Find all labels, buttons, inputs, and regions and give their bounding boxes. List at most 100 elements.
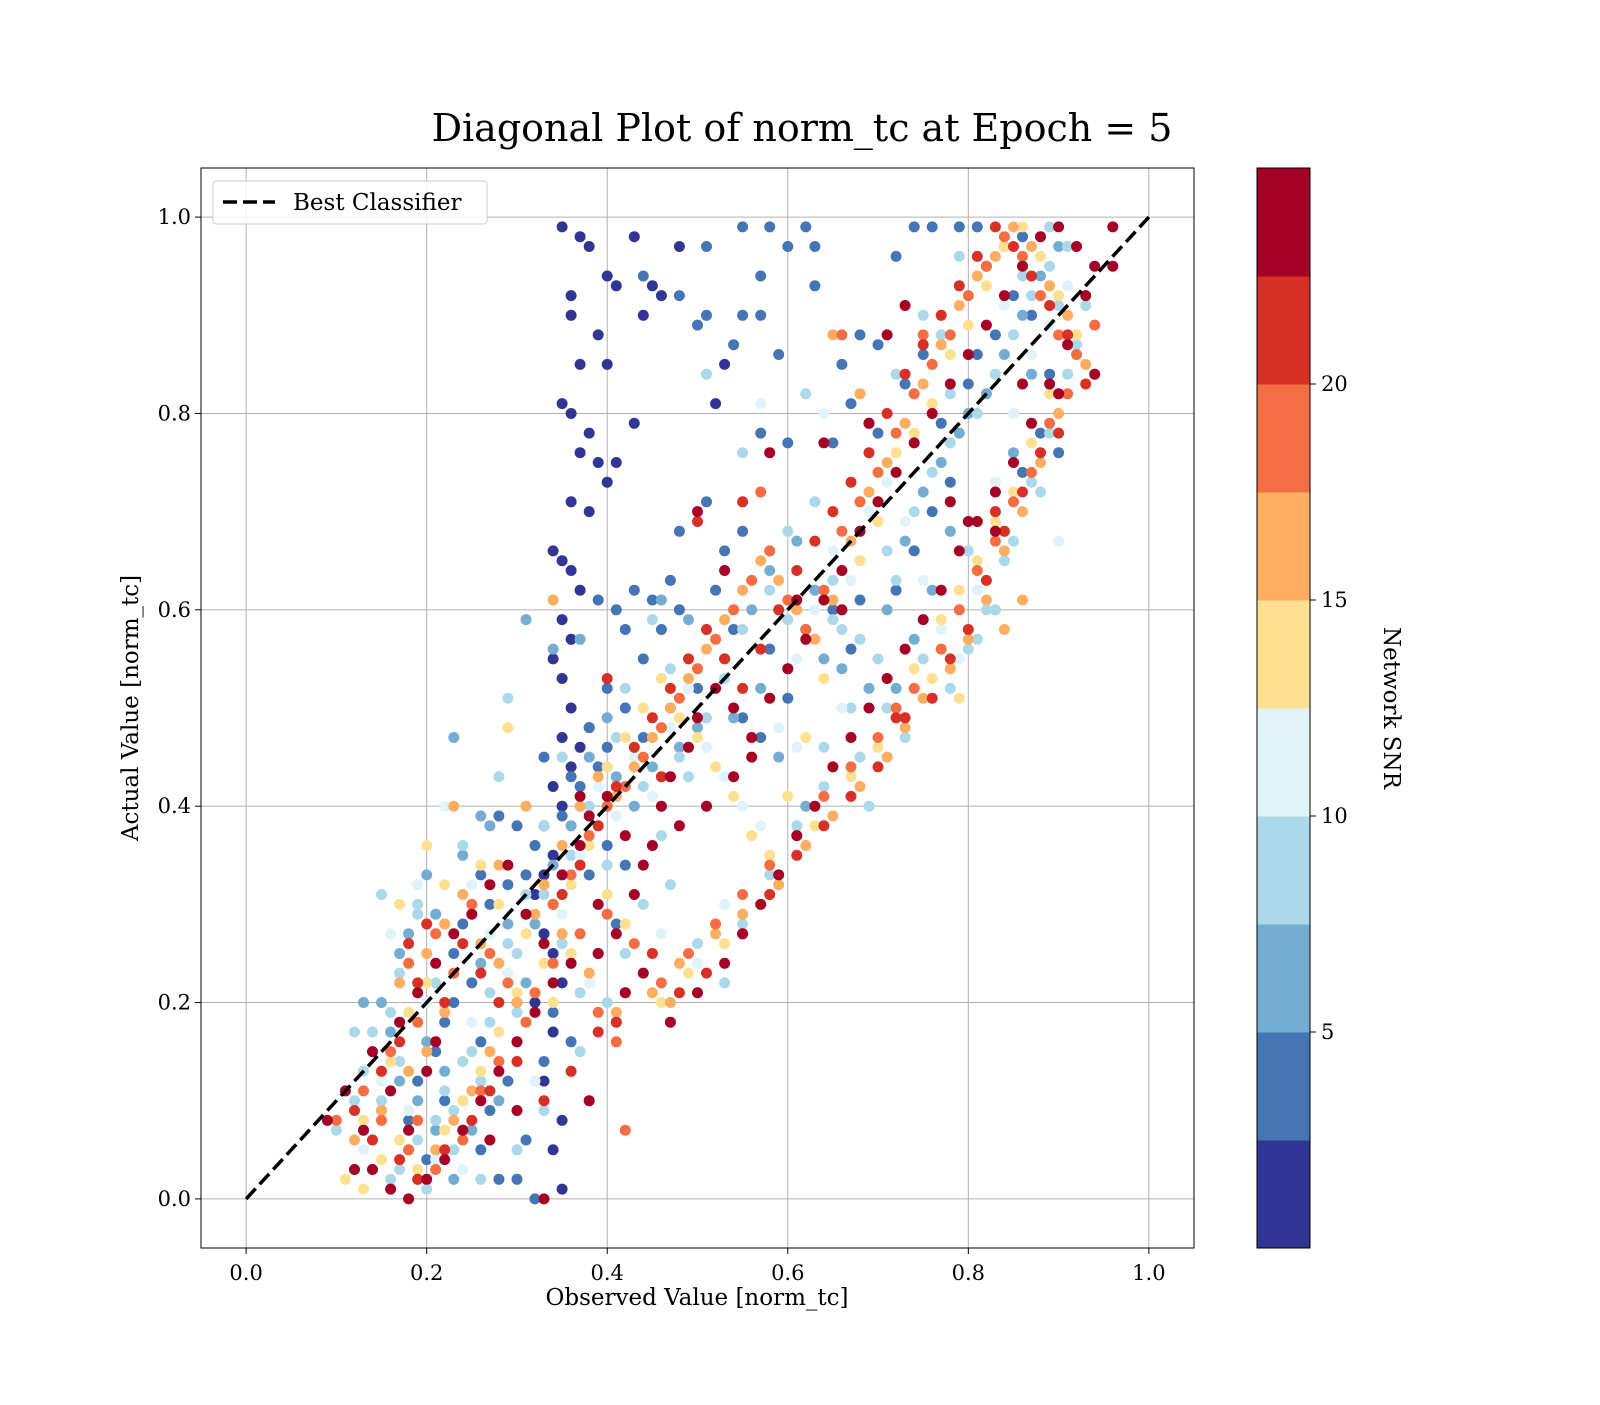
- data-point: [701, 643, 712, 655]
- data-point: [403, 1105, 415, 1116]
- data-point: [764, 849, 776, 861]
- data-point: [637, 309, 649, 321]
- data-point: [664, 997, 676, 1008]
- data-point: [385, 1026, 397, 1038]
- data-point: [962, 319, 974, 331]
- data-point: [872, 496, 884, 508]
- data-point: [655, 928, 667, 940]
- data-point: [574, 790, 586, 802]
- data-point: [953, 692, 965, 704]
- data-point: [971, 516, 983, 527]
- data-point: [944, 476, 956, 488]
- data-point: [971, 221, 983, 233]
- colorbar-tick-label: 10: [1321, 804, 1348, 828]
- data-point: [890, 574, 902, 586]
- data-point: [538, 751, 550, 763]
- data-point: [538, 957, 550, 969]
- data-point: [1062, 309, 1074, 321]
- data-point: [448, 997, 460, 1008]
- data-point: [737, 221, 749, 233]
- data-point: [953, 545, 965, 557]
- data-point: [592, 781, 604, 792]
- data-point: [556, 1183, 568, 1195]
- data-point: [728, 771, 740, 783]
- x-tick-label: 0.4: [591, 1261, 624, 1285]
- data-point: [881, 476, 893, 488]
- data-point: [944, 329, 956, 341]
- data-point: [520, 908, 532, 920]
- data-point: [755, 898, 767, 910]
- data-point: [917, 339, 929, 351]
- data-point: [800, 633, 812, 645]
- data-point: [592, 1026, 604, 1038]
- data-point: [746, 574, 758, 586]
- data-point: [683, 614, 694, 626]
- data-point: [701, 800, 712, 812]
- data-point: [1080, 290, 1092, 302]
- data-point: [583, 800, 595, 812]
- data-point: [854, 594, 866, 606]
- data-point: [556, 869, 568, 881]
- data-point: [953, 427, 965, 439]
- data-point: [556, 614, 568, 626]
- data-point: [529, 1006, 541, 1018]
- data-point: [944, 378, 956, 390]
- data-point: [556, 1114, 568, 1126]
- data-point: [421, 869, 433, 881]
- data-point: [1035, 427, 1046, 439]
- data-point: [773, 751, 785, 763]
- data-point: [583, 869, 595, 881]
- data-point: [448, 732, 460, 743]
- data-point: [755, 309, 767, 321]
- y-axis-ticks: 0.0 0.2 0.4 0.6 0.8 1.0: [158, 205, 201, 1211]
- data-point: [556, 751, 568, 763]
- data-point: [655, 977, 667, 989]
- data-point: [547, 594, 559, 606]
- data-point: [1062, 368, 1074, 380]
- data-point: [710, 633, 722, 645]
- data-point: [1089, 368, 1101, 380]
- data-point: [899, 417, 911, 429]
- data-point: [430, 1144, 442, 1156]
- data-point: [457, 918, 469, 930]
- data-point: [755, 682, 767, 694]
- data-point: [719, 977, 731, 989]
- data-point: [367, 1164, 378, 1175]
- data-point: [827, 506, 839, 518]
- data-point: [881, 604, 893, 616]
- data-point: [529, 1075, 541, 1087]
- data-point: [764, 692, 776, 704]
- data-point: [710, 584, 722, 596]
- data-point: [439, 1065, 451, 1077]
- data-point: [493, 1056, 505, 1067]
- data-point: [764, 869, 776, 881]
- data-point: [1053, 447, 1065, 459]
- data-point: [1071, 241, 1083, 252]
- colorbar-ticks: 5 10 15 20: [1310, 372, 1348, 1044]
- data-point: [1053, 427, 1065, 439]
- data-point: [917, 653, 929, 665]
- data-point: [998, 349, 1010, 360]
- data-point: [619, 948, 631, 959]
- data-point: [673, 525, 685, 537]
- data-point: [899, 722, 911, 734]
- data-point: [430, 1124, 442, 1136]
- axes-frame: [200, 167, 1195, 1249]
- data-point: [683, 967, 694, 979]
- data-point: [610, 1016, 622, 1028]
- data-point: [818, 673, 830, 684]
- data-point: [872, 427, 884, 439]
- data-point: [475, 1095, 487, 1107]
- data-point: [899, 368, 911, 380]
- data-point: [980, 574, 992, 586]
- data-point: [439, 1154, 451, 1166]
- data-point: [628, 231, 640, 243]
- data-point: [484, 1046, 496, 1058]
- data-point: [655, 624, 667, 635]
- data-point: [737, 624, 749, 635]
- data-point: [430, 908, 442, 920]
- data-point: [637, 781, 649, 792]
- data-point: [719, 545, 731, 557]
- data-point: [935, 329, 947, 341]
- data-point: [601, 673, 613, 684]
